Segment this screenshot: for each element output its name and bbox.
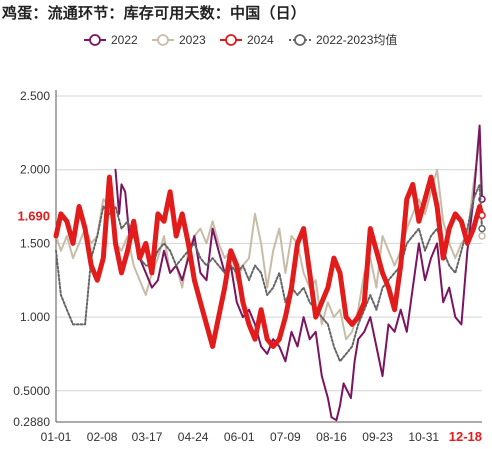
chart-title: 鸡蛋：流通环节：库存可用天数：中国（日） (2, 4, 307, 22)
x-tick-label: 04-24 (178, 430, 209, 444)
x-tick-label-highlight: 12-18 (449, 429, 482, 444)
x-tick-label: 08-16 (316, 430, 347, 444)
legend-label[interactable]: 2022-2023均值 (316, 32, 397, 47)
series-line-2024 (53, 174, 485, 349)
highlight-value-bg (0, 205, 52, 226)
legend-marker (89, 34, 101, 46)
x-tick-label: 03-17 (132, 430, 163, 444)
series-end-marker (478, 232, 486, 240)
y-tick-label: 0.5000 (13, 384, 50, 398)
legend-label[interactable]: 2022 (111, 33, 138, 47)
x-tick-label: 02-08 (87, 430, 118, 444)
x-tick-label: 09-23 (362, 430, 393, 444)
x-tick-label: 10-31 (408, 430, 439, 444)
legend-marker (225, 34, 237, 46)
y-tick-label: 1.500 (20, 236, 50, 250)
series-end-marker (478, 224, 486, 233)
series-line-2023 (55, 139, 483, 341)
series-end-marker (478, 211, 486, 220)
legend-marker (294, 34, 306, 46)
series-line-2022 (114, 124, 483, 422)
y-tick-label: 1.000 (20, 310, 50, 324)
series-line-20222023 (55, 183, 483, 363)
x-tick-label: 01-01 (41, 430, 72, 444)
legend-label[interactable]: 2023 (179, 33, 206, 47)
y-tick-label: 2.500 (20, 89, 50, 103)
x-tick-label: 07-09 (270, 430, 301, 444)
legend-marker (157, 34, 169, 46)
y-tick-label: 0.2880 (13, 415, 50, 429)
y-tick-label: 2.000 (20, 163, 50, 177)
legend-label[interactable]: 2024 (247, 33, 274, 47)
x-tick-label: 06-01 (224, 430, 255, 444)
highlight-value-label: 1.690 (17, 208, 50, 223)
